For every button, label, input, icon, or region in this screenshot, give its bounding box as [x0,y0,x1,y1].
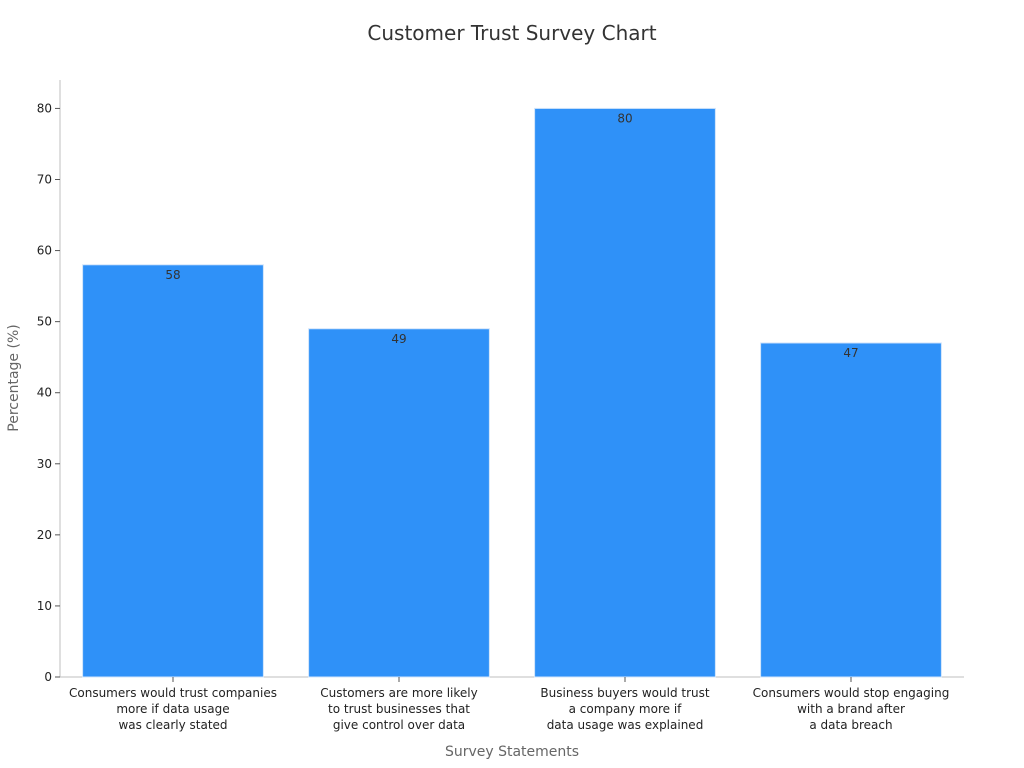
bar [308,328,490,678]
y-tick-label: 0 [44,670,52,684]
data-labels: 58 49 80 47 [165,111,858,360]
x-tick-label-line: to trust businesses that [328,702,470,716]
y-tick-label: 30 [37,457,52,471]
bar [82,264,264,678]
x-tick-label-line: a company more if [569,702,683,716]
y-tick-label: 20 [37,528,52,542]
x-tick-label-line: Business buyers would trust [540,686,709,700]
y-tick-label: 70 [37,173,52,187]
x-tick-label-line: data usage was explained [547,718,704,732]
bar-value-label: 47 [843,346,858,360]
x-tick-label: Customers are more likely to trust busine… [320,686,477,732]
x-tick-label-line: Consumers would trust companies [69,686,277,700]
bar-value-label: 58 [165,268,180,282]
bar-value-label: 49 [391,332,406,346]
x-tick-label: Consumers would trust companies more if d… [69,686,277,732]
x-tick-label-line: give control over data [333,718,465,732]
bars [82,107,942,678]
x-tick-label-line: Customers are more likely [320,686,477,700]
x-tick-label-line: was clearly stated [118,718,227,732]
x-tick-label: Business buyers would trust a company mor… [540,686,709,732]
y-tick-label: 80 [37,101,52,115]
bar [534,107,716,678]
x-tick-label-line: Consumers would stop engaging [753,686,950,700]
y-tick-label: 50 [37,315,52,329]
y-axis-title: Percentage (%) [6,324,22,431]
chart-title: Customer Trust Survey Chart [367,21,656,45]
x-tick-label: Consumers would stop engaging with a bran… [753,686,950,732]
bar [760,342,942,678]
y-tick-label: 40 [37,386,52,400]
y-axis-ticks: 0 10 20 30 40 50 60 70 80 [37,101,60,684]
y-tick-label: 60 [37,244,52,258]
x-tick-label-line: with a brand after [797,702,905,716]
x-tick-label-line: more if data usage [116,702,229,716]
x-axis-title: Survey Statements [445,744,579,760]
x-axis-ticks: Consumers would trust companies more if d… [69,677,949,732]
y-tick-label: 10 [37,599,52,613]
bar-value-label: 80 [617,111,632,125]
x-tick-label-line: a data breach [809,718,892,732]
